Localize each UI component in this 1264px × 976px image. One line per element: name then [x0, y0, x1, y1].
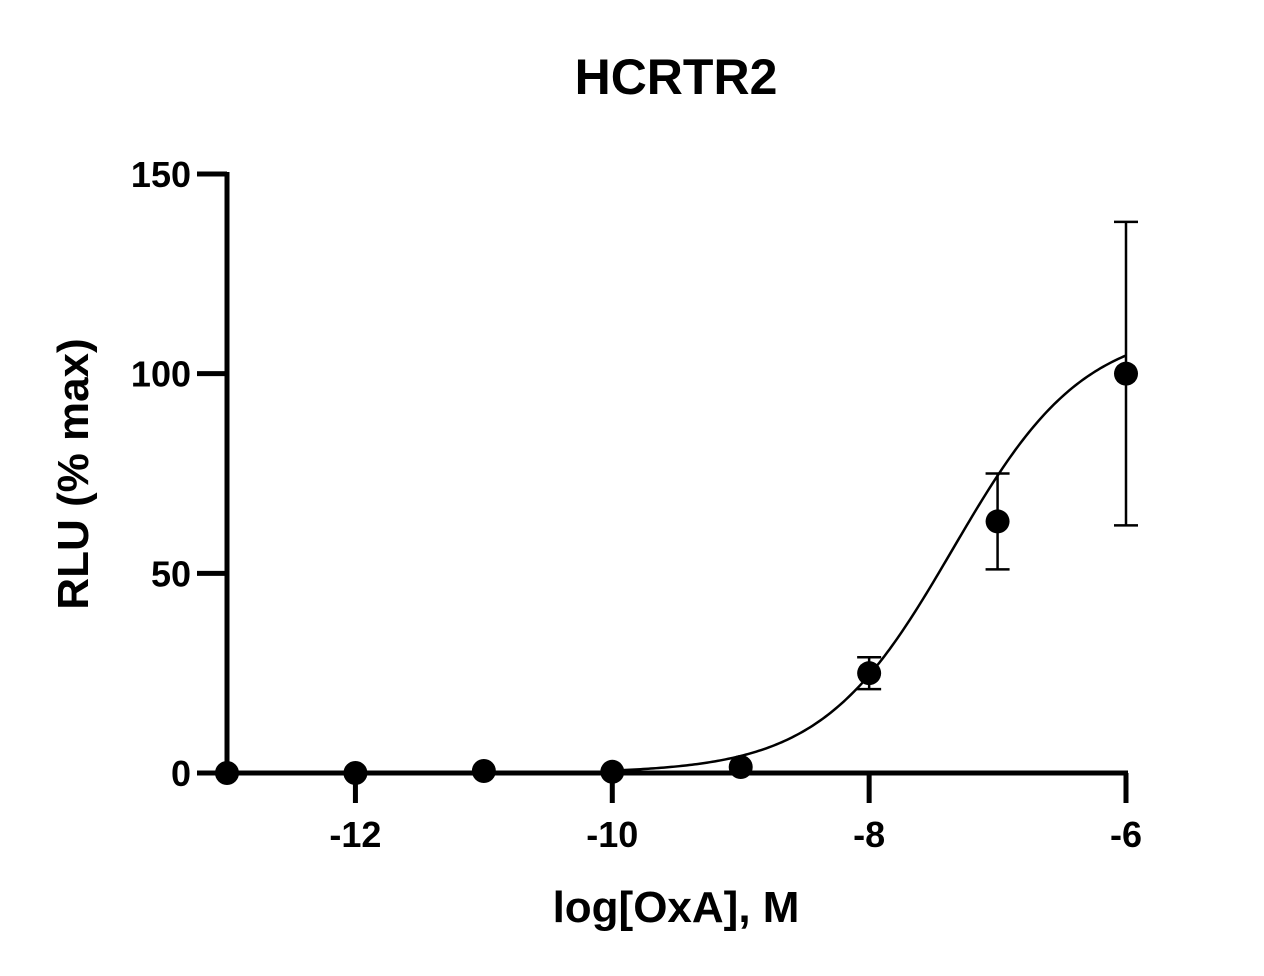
data-point: [728, 755, 753, 780]
x-tick-label: -6: [1110, 814, 1142, 855]
y-tick-label: 100: [131, 354, 191, 395]
y-tick-label: 50: [151, 553, 191, 594]
data-point: [215, 761, 239, 785]
error-bars: [857, 220, 1138, 691]
y-tick-label: 150: [131, 154, 191, 195]
fit-curve: [612, 354, 1127, 772]
data-point: [1114, 361, 1138, 386]
x-axis: -12 -10 -8 -6: [225, 770, 1142, 855]
data-point: [471, 759, 496, 784]
y-tick-label: 0: [171, 753, 191, 794]
chart-title: HCRTR2: [575, 49, 778, 105]
x-axis-label: log[OxA], M: [553, 883, 800, 932]
x-tick-label: -12: [329, 814, 381, 855]
y-axis: 0 50 100 150: [131, 154, 230, 794]
fit-curve-layer: [612, 354, 1127, 772]
x-tick-label: -8: [853, 814, 885, 855]
y-axis-label: RLU (% max): [49, 338, 98, 609]
data-point: [857, 661, 882, 686]
data-point: [343, 761, 368, 785]
data-point: [985, 509, 1010, 534]
data-point: [600, 759, 625, 784]
x-tick-label: -10: [586, 814, 638, 855]
data-points: [215, 361, 1138, 785]
